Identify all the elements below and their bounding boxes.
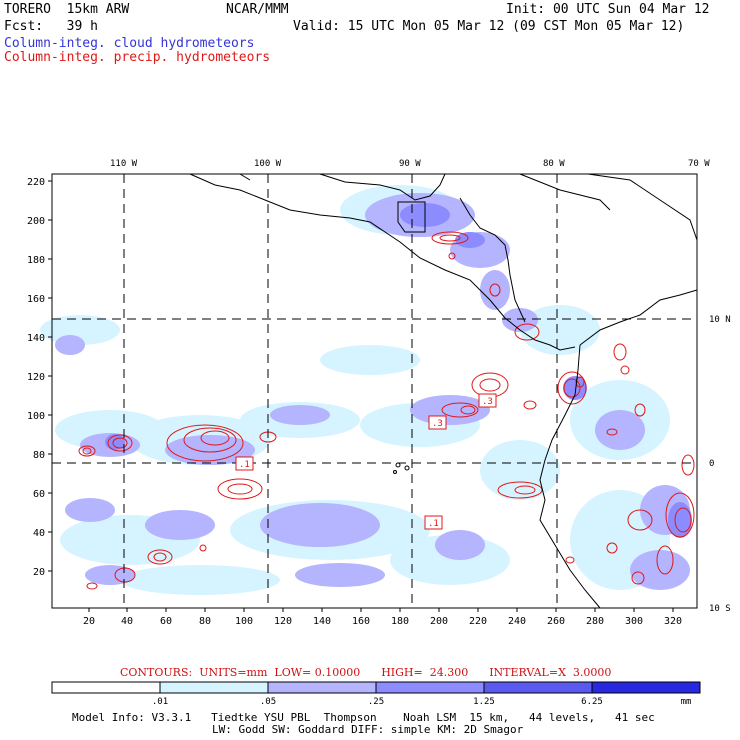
y-tick-label: 100 — [27, 411, 45, 422]
y-tick-label: 80 — [33, 450, 45, 461]
coastlines — [189, 173, 698, 609]
model-info-line2: LW: Godd SW: Goddard DIFF: simple KM: 2D… — [212, 723, 524, 736]
contours-note: CONTOURS: UNITS=mm LOW= 0.10000 HIGH= 24… — [120, 666, 612, 679]
model-name: TORERO 15km ARW — [4, 2, 130, 17]
colorbar-units: mm — [681, 697, 692, 707]
lat-label-10n: 10 N — [709, 315, 731, 325]
y-tick-label: 120 — [27, 372, 45, 383]
contour-label: .3 — [482, 397, 493, 407]
x-tick-label: 120 — [274, 616, 292, 627]
lon-label-80w: 80 W — [543, 159, 565, 169]
cloud-field-title: Column-integ. cloud hydrometeors — [4, 36, 255, 51]
y-tick-label: 20 — [33, 567, 45, 578]
lon-label-110w: 110 W — [110, 159, 138, 169]
colorbar-level: .01 — [152, 697, 168, 707]
colorbar-level: 1.25 — [473, 697, 495, 707]
lon-label-100w: 100 W — [254, 159, 282, 169]
x-tick-label: 20 — [83, 616, 95, 627]
cloud-shading — [40, 174, 697, 608]
map-frame — [51, 173, 698, 609]
x-tick-label: 320 — [664, 616, 682, 627]
x-tick-label: 240 — [508, 616, 526, 627]
x-tick-label: 60 — [160, 616, 172, 627]
model-info-line1: Model Info: V3.3.1 Tiedtke YSU PBL Thomp… — [72, 711, 655, 724]
x-tick-label: 220 — [469, 616, 487, 627]
y-tick-label: 220 — [27, 177, 45, 188]
lat-label-0: 0 — [709, 459, 714, 469]
graticule — [52, 174, 697, 608]
lat-label-10s: 10 S — [709, 604, 731, 614]
contour-label: .1 — [428, 519, 439, 529]
y-tick-label: 200 — [27, 216, 45, 227]
lon-label-70w: 70 W — [688, 159, 710, 169]
y-tick-label: 140 — [27, 333, 45, 344]
axis-ticks — [48, 180, 674, 612]
x-tick-label: 300 — [625, 616, 643, 627]
colorbar — [51, 681, 701, 694]
x-tick-label: 180 — [391, 616, 409, 627]
precip-contours — [78, 231, 695, 590]
x-tick-label: 80 — [199, 616, 211, 627]
x-tick-label: 100 — [235, 616, 253, 627]
y-tick-label: 180 — [27, 255, 45, 266]
center-name: NCAR/MMM — [226, 2, 289, 17]
x-tick-label: 260 — [547, 616, 565, 627]
colorbar-level: 6.25 — [581, 697, 603, 707]
y-tick-label: 160 — [27, 294, 45, 305]
contour-label: .1 — [239, 460, 250, 470]
contour-label-boxes: .1 .3 .3 .1 — [235, 393, 497, 530]
x-tick-label: 160 — [352, 616, 370, 627]
colorbar-level: .05 — [260, 697, 276, 707]
contour-label: .3 — [432, 419, 443, 429]
colorbar-level: .25 — [368, 697, 384, 707]
lon-label-90w: 90 W — [399, 159, 421, 169]
x-tick-label: 40 — [121, 616, 133, 627]
precip-field-title: Column-integ. precip. hydrometeors — [4, 50, 271, 65]
init-time: Init: 00 UTC Sun 04 Mar 12 — [506, 2, 710, 17]
y-tick-label: 60 — [33, 489, 45, 500]
y-tick-label: 40 — [33, 528, 45, 539]
x-tick-label: 140 — [313, 616, 331, 627]
x-tick-label: 200 — [430, 616, 448, 627]
valid-time: Valid: 15 UTC Mon 05 Mar 12 (09 CST Mon … — [293, 19, 685, 34]
x-tick-label: 280 — [586, 616, 604, 627]
forecast-hour: Fcst: 39 h — [4, 19, 98, 34]
